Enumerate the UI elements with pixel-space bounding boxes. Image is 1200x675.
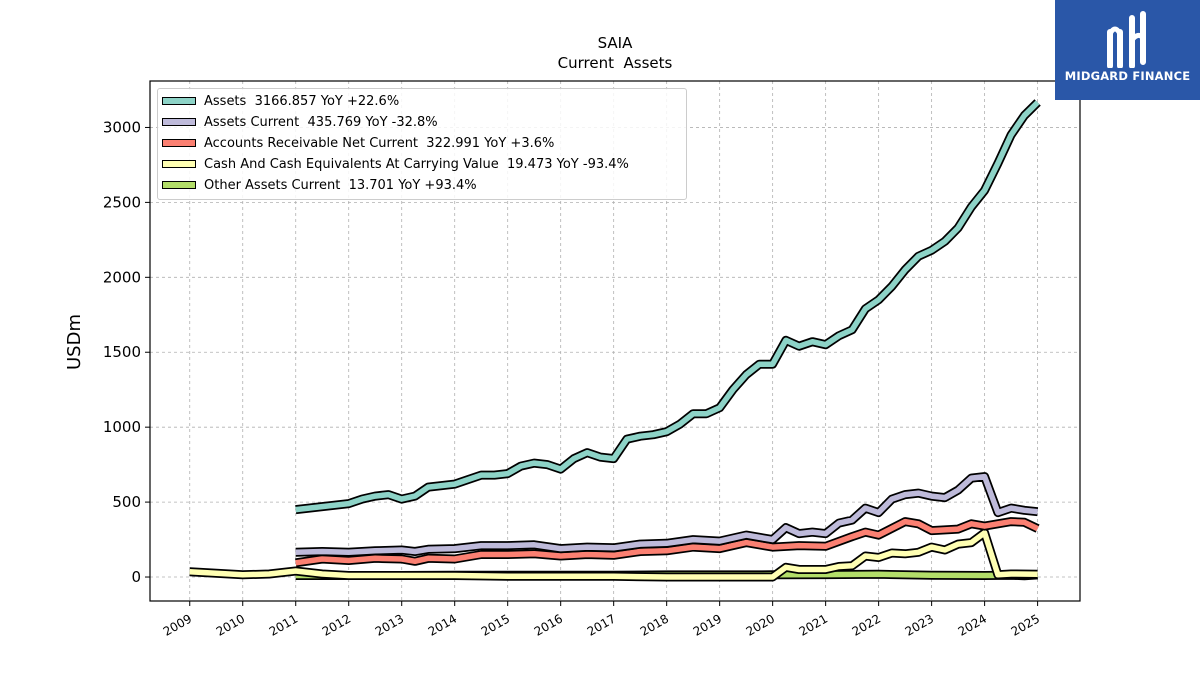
y-tick-label: 500 (112, 493, 141, 511)
y-axis-label: USDm (64, 314, 85, 370)
legend-swatch-other-assets (162, 181, 196, 189)
x-tick-label: 2014 (426, 611, 459, 638)
series-line-accounts-receivable-net-current (295, 518, 1039, 566)
x-tick-label: 2012 (320, 611, 353, 638)
brand-name: MIDGARD FINANCE (1064, 69, 1191, 83)
x-tick-label: 2010 (214, 611, 247, 638)
x-tick-label: 2017 (585, 611, 618, 638)
x-tick-label: 2023 (903, 611, 936, 638)
legend-swatch-assets-current (162, 118, 196, 126)
legend-swatch-accounts-receivable (162, 139, 196, 147)
series-line-cash-and-cash-equivalents-at-carrying-value (189, 530, 1038, 580)
y-tick-label: 0 (131, 568, 141, 586)
legend-label-accounts-receivable: Accounts Receivable Net Current 322.991 … (204, 135, 555, 151)
x-tick-label: 2019 (691, 611, 724, 638)
legend-item-accounts-receivable: Accounts Receivable Net Current 322.991 … (158, 133, 554, 153)
x-tick-label: 2015 (479, 611, 512, 638)
chart-legend: Assets 3166.857 YoY +22.6% Assets Curren… (157, 88, 687, 200)
plot-frame (149, 80, 1081, 602)
chart-subtitle: Current Assets (558, 54, 673, 72)
legend-label-assets-current: Assets Current 435.769 YoY -32.8% (204, 114, 438, 130)
x-tick-label: 2016 (532, 611, 565, 638)
legend-item-assets-current: Assets Current 435.769 YoY -32.8% (158, 112, 438, 132)
legend-item-assets: Assets 3166.857 YoY +22.6% (158, 91, 399, 111)
y-tick-label: 2000 (103, 268, 141, 286)
legend-item-cash: Cash And Cash Equivalents At Carrying Va… (158, 154, 629, 174)
series-line-assets-current (295, 473, 1038, 556)
legend-label-cash: Cash And Cash Equivalents At Carrying Va… (204, 156, 629, 172)
x-tick-label: 2021 (797, 611, 830, 638)
x-tick-label: 2024 (956, 611, 989, 638)
chart-title: SAIA (598, 34, 633, 52)
x-tick-label: 2018 (638, 611, 671, 638)
legend-swatch-assets (162, 97, 196, 105)
midgard-logo-icon (1107, 11, 1146, 68)
y-tick-label: 1000 (103, 418, 141, 436)
x-tick-label: 2011 (267, 611, 300, 638)
x-tick-label: 2025 (1009, 611, 1042, 638)
x-tick-label: 2013 (373, 611, 406, 638)
y-tick-label: 2500 (103, 193, 141, 211)
x-tick-label: 2022 (850, 611, 883, 638)
series-lines (189, 99, 1041, 582)
legend-label-other-assets: Other Assets Current 13.701 YoY +93.4% (204, 177, 477, 193)
legend-item-other-assets: Other Assets Current 13.701 YoY +93.4% (158, 175, 477, 195)
y-tick-label: 3000 (103, 118, 141, 136)
series-line-assets (295, 100, 1040, 513)
x-tick-label: 2009 (161, 611, 194, 638)
y-tick-label: 1500 (103, 343, 141, 361)
legend-label-assets: Assets 3166.857 YoY +22.6% (204, 93, 400, 109)
brand-logo: MIDGARD FINANCE (1055, 0, 1200, 100)
x-tick-label: 2020 (744, 611, 777, 638)
legend-swatch-cash (162, 160, 196, 168)
